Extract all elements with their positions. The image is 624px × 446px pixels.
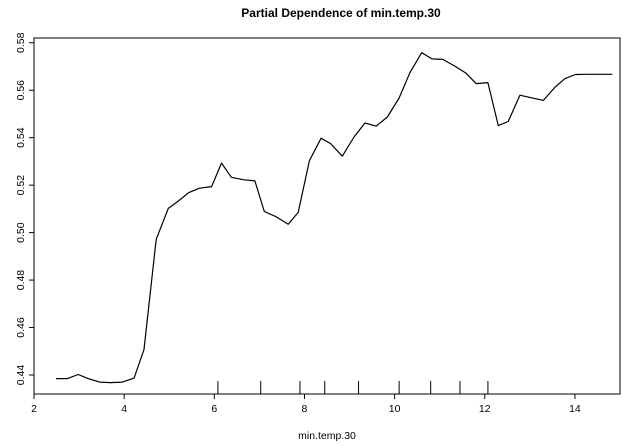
rug-marks: [217, 381, 489, 394]
series-points: [55, 52, 614, 384]
plot-frame: [33, 37, 621, 395]
x-tick-label: 2: [31, 403, 37, 415]
x-tick-label: 10: [389, 403, 401, 415]
series-line: [56, 52, 613, 384]
y-axis: 0.44 0.46 0.48 0.50 0.52 0.54 0.56 0.58: [15, 32, 34, 385]
y-tick-label: 0.56: [15, 80, 27, 101]
x-tick-label: 14: [569, 403, 581, 415]
y-tick-label: 0.46: [15, 317, 27, 338]
x-tick-label: 4: [121, 403, 127, 415]
x-axis-label: min.temp.30: [298, 430, 356, 442]
y-tick-label: 0.44: [15, 365, 27, 386]
x-tick-label: 12: [479, 403, 491, 415]
y-tick-label: 0.48: [15, 270, 27, 291]
chart-title: Partial Dependence of min.temp.30: [241, 6, 441, 20]
y-tick-label: 0.54: [15, 127, 27, 148]
x-tick-label: 6: [211, 403, 217, 415]
y-tick-label: 0.58: [15, 32, 27, 53]
x-tick-label: 8: [302, 403, 308, 415]
y-tick-label: 0.50: [15, 222, 27, 243]
x-axis: 2 4 6 8 10 12 14: [31, 394, 581, 415]
y-tick-label: 0.52: [15, 175, 27, 196]
